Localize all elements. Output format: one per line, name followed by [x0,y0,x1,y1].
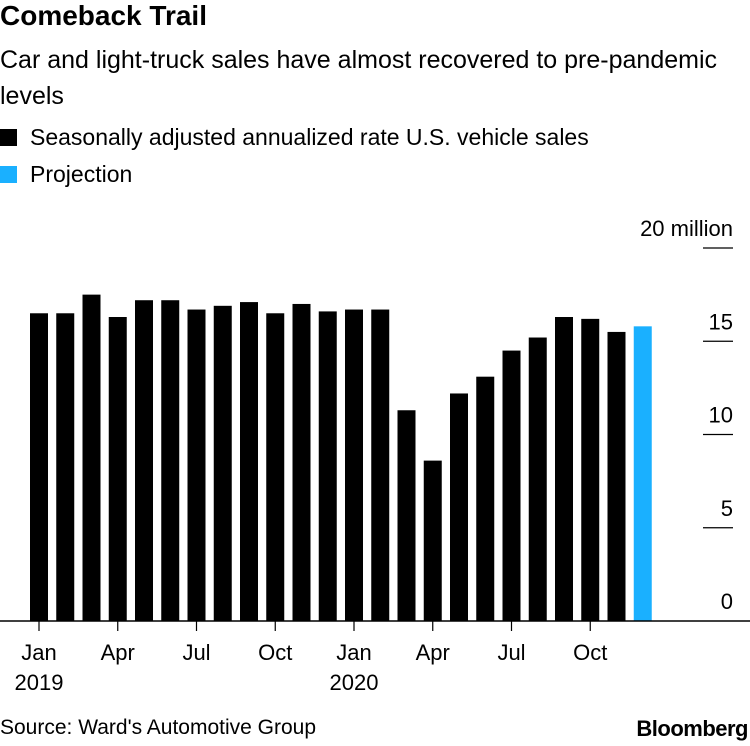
bar-sales [371,309,390,621]
bar-sales [161,300,180,621]
bar-projection [633,326,652,621]
bar-sales [502,350,521,621]
y-tick-label: 10 [709,403,733,428]
legend-label-projection: Projection [30,161,133,187]
x-tick-label: Jan [21,640,56,665]
chart-subtitle: Car and light-truck sales have almost re… [0,46,718,110]
legend-swatch-sales [0,129,17,146]
y-tick-label: 20 million [640,216,733,241]
y-tick-label: 15 [709,309,733,334]
x-tick-label: Jan [336,640,371,665]
y-tick-label: 5 [721,496,733,521]
x-tick-year-label: 2019 [15,670,64,695]
x-axis: Jan 2019 Apr Jul Oct Jan 2020 Apr Jul Oct [0,620,750,695]
bar-sales [318,311,337,621]
bar-sales [423,460,442,621]
bar-sales [266,313,285,621]
bar-sales [187,309,206,621]
brand-logo: Bloomberg [636,716,748,741]
legend-swatch-projection [0,166,17,183]
bar-sales [607,331,626,621]
x-tick-label: Oct [573,640,607,665]
y-axis: 20 million 15 10 5 0 [640,216,733,614]
legend-label-sales: Seasonally adjusted annualized rate U.S.… [30,124,589,150]
source-note: Source: Ward's Automotive Group [0,716,317,739]
bar-sales [528,337,547,621]
legend-item-sales: Seasonally adjusted annualized rate U.S.… [0,124,589,151]
y-tick-label: 0 [721,589,733,614]
bar-sales [213,305,232,621]
x-tick-label: Jul [497,640,525,665]
bar-sales [240,302,258,621]
bar-sales [555,317,573,621]
x-tick-label: Oct [258,640,292,665]
bar-sales [292,303,311,621]
bar-sales [135,300,153,621]
bar-sales [82,294,101,621]
x-tick-label: Jul [182,640,210,665]
bars [30,294,652,621]
x-tick-label: Apr [101,640,135,665]
chart-title: Comeback Trail [0,0,207,31]
bar-sales [30,313,48,621]
bar-sales [345,309,363,621]
bar-sales [108,317,127,621]
bar-sales [56,313,75,621]
x-tick-year-label: 2020 [330,670,379,695]
legend-item-projection: Projection [0,161,132,188]
x-tick-label: Apr [416,640,450,665]
bar-sales [397,410,416,621]
bar-sales [581,318,600,621]
bar-sales [450,393,468,621]
bar-sales [476,376,495,621]
